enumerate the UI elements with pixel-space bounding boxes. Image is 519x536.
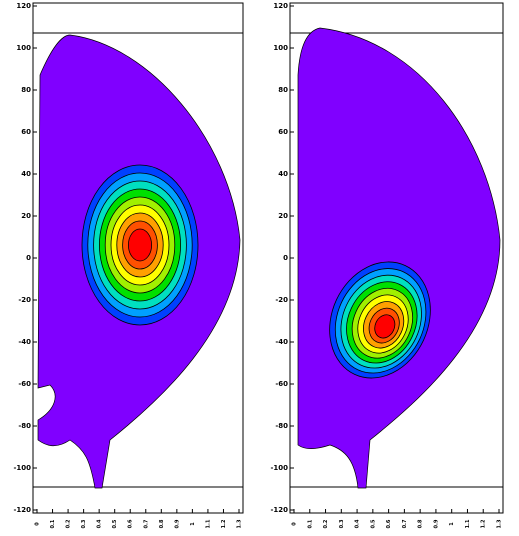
y-tick-label: 60 xyxy=(21,128,31,136)
y-tick-label: 80 xyxy=(278,86,288,94)
x-tick-label: 0.5 xyxy=(112,519,118,528)
y-tick-label: 20 xyxy=(278,212,288,220)
y-tick-label: -60 xyxy=(18,380,31,388)
x-tick-label: 0.4 xyxy=(355,519,361,528)
x-tick-label: 0.2 xyxy=(66,519,72,528)
contour-level xyxy=(127,228,152,262)
x-tick-label: 1.3 xyxy=(237,519,243,528)
y-tick-label: 120 xyxy=(273,2,288,10)
contour-level xyxy=(374,314,396,339)
y-tick-label: -100 xyxy=(13,464,31,472)
y-tick-label: 80 xyxy=(21,86,31,94)
x-tick-label: 0.7 xyxy=(402,519,408,528)
y-tick-label: 40 xyxy=(21,170,31,178)
x-tick-label: 0.8 xyxy=(418,519,424,528)
y-tick-label: -60 xyxy=(275,380,288,388)
y-tick-label: -80 xyxy=(18,422,31,430)
x-tick-label: 0 xyxy=(292,522,298,526)
x-tick-label: 0.4 xyxy=(97,519,103,528)
y-tick-label: -120 xyxy=(13,506,31,514)
plasma-region xyxy=(297,27,501,489)
x-tick-label: 0.6 xyxy=(386,519,392,528)
x-tick-label: 0.9 xyxy=(174,519,180,528)
y-tick-label: 0 xyxy=(283,254,288,262)
x-tick-label: 0.9 xyxy=(433,519,439,528)
y-tick-label: 40 xyxy=(278,170,288,178)
x-tick-label: 0.6 xyxy=(128,519,134,528)
x-tick-label: 1.2 xyxy=(221,519,227,528)
x-tick-label: 0.3 xyxy=(339,519,345,528)
x-tick-label: 1.1 xyxy=(205,519,211,528)
x-tick-label: 1.3 xyxy=(497,519,503,528)
y-tick-label: -20 xyxy=(18,296,31,304)
x-tick-label: 0 xyxy=(35,522,41,526)
y-tick-label: -40 xyxy=(275,338,288,346)
x-tick-label: 1 xyxy=(190,522,196,526)
x-tick-label: 1.2 xyxy=(481,519,487,528)
x-tick-label: 0.2 xyxy=(323,519,329,528)
y-tick-label: -20 xyxy=(275,296,288,304)
y-tick-label: 100 xyxy=(273,44,288,52)
x-tick-label: 1.1 xyxy=(465,519,471,528)
x-tick-label: 0.1 xyxy=(50,519,56,528)
x-tick-label: 0.1 xyxy=(307,519,313,528)
x-tick-label: 0.7 xyxy=(143,519,149,528)
y-tick-label: 120 xyxy=(16,2,31,10)
y-tick-label: 0 xyxy=(26,254,31,262)
y-tick-label: 60 xyxy=(278,128,288,136)
x-tick-label: 1 xyxy=(449,522,455,526)
y-tick-label: 20 xyxy=(21,212,31,220)
y-tick-label: -100 xyxy=(270,464,288,472)
y-tick-label: 100 xyxy=(16,44,31,52)
x-tick-label: 0.5 xyxy=(370,519,376,528)
y-tick-label: -40 xyxy=(18,338,31,346)
y-tick-label: -120 xyxy=(270,506,288,514)
y-tick-label: -80 xyxy=(275,422,288,430)
x-tick-label: 0.3 xyxy=(81,519,87,528)
x-tick-label: 0.8 xyxy=(159,519,165,528)
